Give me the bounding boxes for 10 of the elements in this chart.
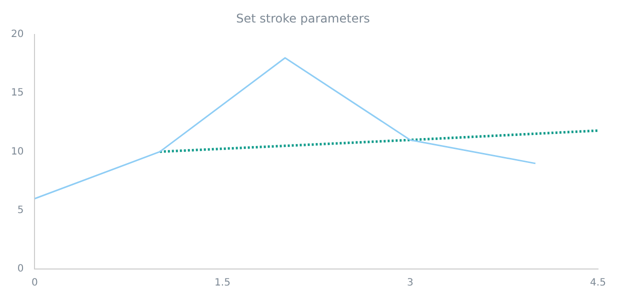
y-tick-label: 15 (10, 88, 24, 99)
x-tick-label: 3 (407, 278, 414, 289)
y-tick-label: 5 (17, 204, 24, 216)
chart-title: Set stroke parameters (236, 11, 370, 26)
x-tick-label: 0 (32, 278, 38, 289)
y-tick-label: 20 (10, 28, 24, 40)
y-tick-label: 0 (17, 264, 24, 275)
y-tick-label: 10 (10, 146, 24, 158)
x-tick-label: 4.5 (590, 278, 606, 289)
x-tick-label: 1.5 (214, 278, 230, 289)
